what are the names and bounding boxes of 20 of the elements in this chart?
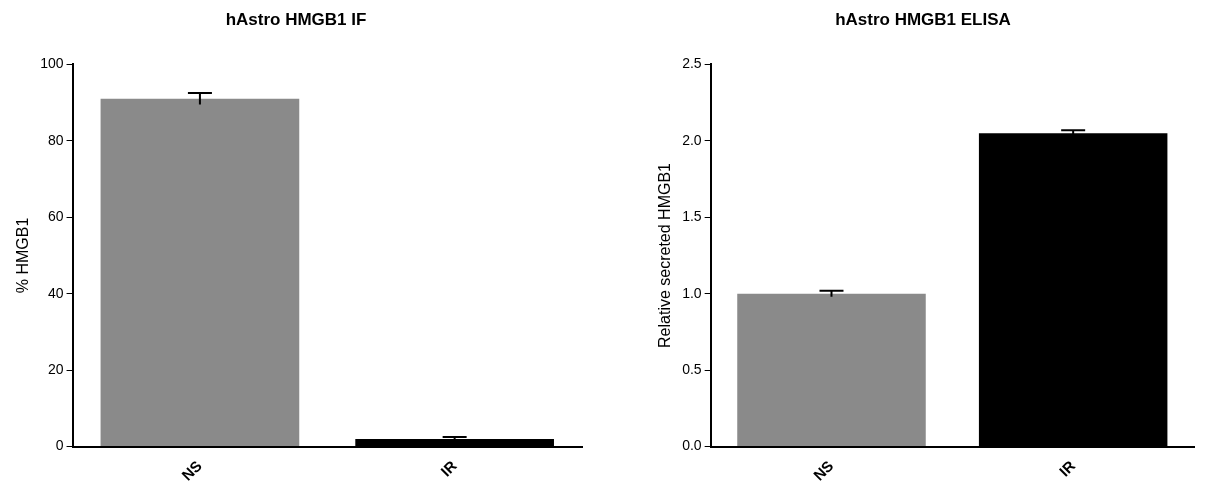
y-tick-label: 1.5: [682, 208, 702, 225]
y-tick-label: 1.0: [682, 284, 702, 301]
y-tick-label: 2.5: [682, 55, 702, 72]
y-tick-label: 2.0: [682, 131, 702, 148]
y-tick-label: 60: [47, 208, 64, 225]
y-tick-label: 20: [47, 360, 64, 377]
chart-title: hAstro HMGB1 ELISA: [835, 9, 1011, 29]
y-tick-label: 0.5: [682, 360, 702, 377]
x-tick-label: NS: [178, 456, 205, 484]
x-tick-label: IR: [1055, 456, 1079, 480]
y-axis-title: Relative secreted HMGB1: [656, 162, 674, 348]
y-tick-label: 0: [55, 437, 64, 454]
chart-title: hAstro HMGB1 IF: [225, 9, 367, 29]
x-tick-label: NS: [809, 456, 837, 484]
y-tick-label: 80: [47, 131, 64, 148]
y-axis-title: % HMGB1: [14, 217, 32, 294]
y-tick-label: 100: [40, 55, 64, 72]
x-tick-label: IR: [437, 456, 460, 480]
y-tick-label: 0.0: [682, 437, 702, 454]
y-tick-label: 40: [47, 284, 64, 301]
